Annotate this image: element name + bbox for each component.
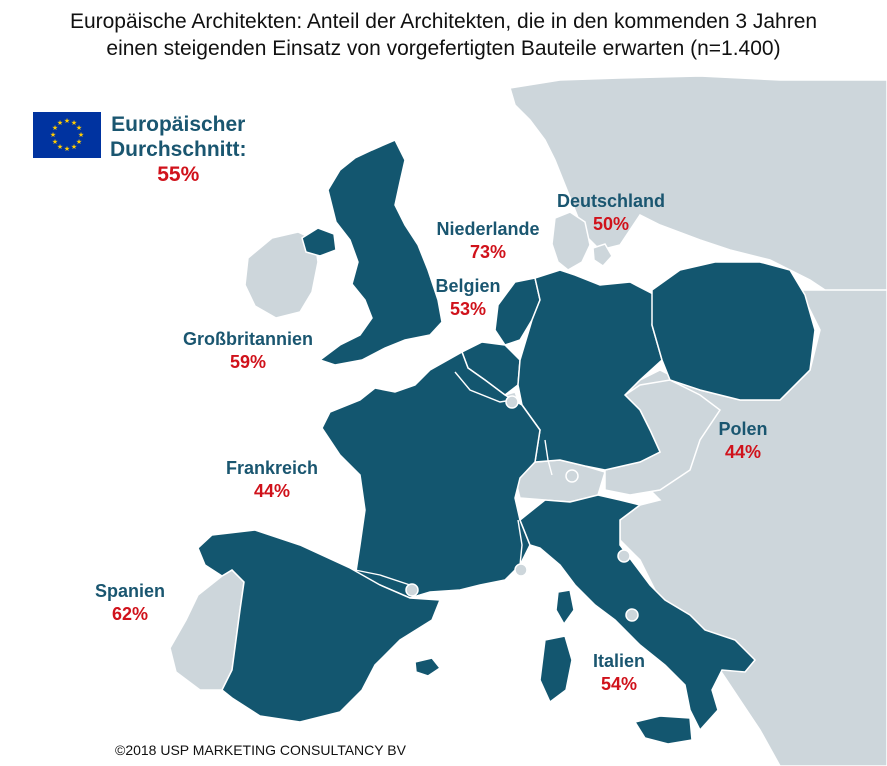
svg-text:★: ★ bbox=[76, 124, 82, 132]
country-name: Spanien bbox=[94, 581, 166, 601]
label-frankreich: Frankreich 44% bbox=[226, 457, 318, 503]
balearic-islands bbox=[414, 657, 442, 677]
eu-flag-icon: ★ ★ ★ ★ ★ ★ ★ ★ ★ ★ ★ ★ bbox=[33, 112, 101, 158]
country-value: 50% bbox=[592, 214, 630, 234]
sardinia bbox=[539, 635, 573, 704]
svg-text:★: ★ bbox=[52, 138, 58, 146]
denmark-island bbox=[592, 243, 613, 267]
label-italien: Italien 54% bbox=[593, 650, 645, 696]
france bbox=[321, 350, 541, 599]
eu-average-value: 55% bbox=[157, 163, 200, 186]
spain bbox=[197, 529, 442, 723]
label-niederlande: Niederlande 73% bbox=[436, 218, 539, 264]
svg-text:★: ★ bbox=[76, 138, 82, 146]
title-line-2: einen steigenden Einsatz von vorgefertig… bbox=[106, 37, 781, 60]
svg-text:★: ★ bbox=[78, 131, 84, 139]
eu-average-line-2: Durchschnitt: bbox=[110, 138, 247, 161]
great-britain bbox=[318, 139, 443, 366]
ireland bbox=[244, 231, 319, 319]
country-value: 54% bbox=[600, 674, 638, 694]
country-name: Belgien bbox=[435, 276, 501, 296]
svg-text:★: ★ bbox=[52, 124, 58, 132]
denmark bbox=[551, 211, 591, 271]
label-deutschland: Deutschland 50% bbox=[557, 190, 665, 236]
svg-text:★: ★ bbox=[64, 145, 70, 153]
svg-text:★: ★ bbox=[71, 143, 77, 151]
country-value: 73% bbox=[469, 242, 507, 262]
label-belgien: Belgien 53% bbox=[435, 275, 500, 321]
svg-text:★: ★ bbox=[57, 119, 63, 127]
corsica bbox=[555, 589, 575, 626]
svg-text:★: ★ bbox=[57, 143, 63, 151]
country-name: Italien bbox=[592, 651, 646, 671]
country-name: Niederlande bbox=[436, 219, 540, 239]
northern-ireland bbox=[301, 227, 337, 257]
country-value: 62% bbox=[111, 604, 149, 624]
label-spanien: Spanien 62% bbox=[95, 580, 165, 626]
country-value: 44% bbox=[724, 442, 762, 462]
eu-average-line-1: Europäischer bbox=[111, 113, 246, 136]
title-line-1: Europäische Architekten: Anteil der Arch… bbox=[69, 10, 818, 33]
sicily bbox=[633, 715, 693, 745]
label-grossbritannien: Großbritannien 59% bbox=[183, 328, 313, 374]
country-value: 44% bbox=[253, 481, 291, 501]
country-name: Polen bbox=[718, 419, 768, 439]
svg-text:★: ★ bbox=[64, 117, 70, 125]
country-name: Frankreich bbox=[225, 458, 319, 478]
svg-text:★: ★ bbox=[50, 131, 56, 139]
country-value: 53% bbox=[449, 299, 487, 319]
country-name: Großbritannien bbox=[183, 329, 313, 349]
country-name: Deutschland bbox=[556, 191, 666, 211]
germany bbox=[517, 269, 663, 471]
poland bbox=[651, 261, 816, 401]
copyright-text: ©2018 USP MARKETING CONSULTANCY BV bbox=[115, 742, 406, 758]
eu-average-label: Europäischer Durchschnitt: 55% bbox=[110, 112, 247, 188]
label-polen: Polen 44% bbox=[718, 418, 767, 464]
chart-title: Europäische Architekten: Anteil der Arch… bbox=[0, 8, 887, 62]
country-value: 59% bbox=[229, 352, 267, 372]
svg-text:★: ★ bbox=[71, 119, 77, 127]
